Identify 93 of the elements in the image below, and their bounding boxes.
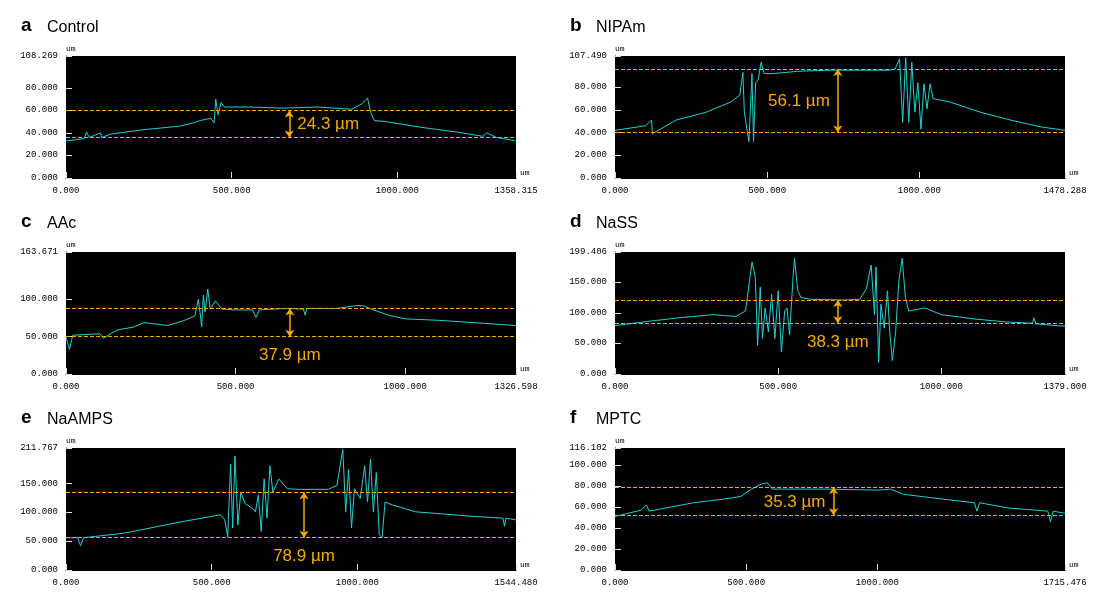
x-tick-label: 0.000 bbox=[601, 185, 629, 196]
x-axis-title: um bbox=[520, 559, 530, 569]
y-tick-label: 163.671 bbox=[20, 247, 58, 257]
y-axis-title: um bbox=[615, 43, 625, 53]
chart-subtitle: Control bbox=[47, 17, 99, 35]
line-series bbox=[65, 449, 517, 547]
y-axis-title: um bbox=[66, 435, 76, 445]
y-tick-label: 60.000 bbox=[574, 501, 607, 512]
line-series bbox=[65, 288, 517, 350]
y-tick-label: 80.000 bbox=[574, 480, 607, 491]
annotation: 24.3 µm bbox=[297, 114, 360, 134]
x-axis-title: um bbox=[1069, 363, 1079, 373]
x-tick-label: 500.000 bbox=[212, 185, 251, 196]
y-tick-label: 20.000 bbox=[25, 150, 58, 161]
x-tick-label: 1000.000 bbox=[855, 577, 899, 588]
line-series bbox=[614, 257, 1066, 363]
y-tick-label: 100.000 bbox=[569, 307, 607, 318]
chart-title: d bbox=[570, 210, 582, 231]
y-tick-label: 150.000 bbox=[569, 277, 607, 288]
y-tick-label: 100.000 bbox=[20, 294, 58, 305]
y-axis-title: um bbox=[615, 435, 625, 445]
y-axis-title: um bbox=[615, 239, 625, 249]
y-axis-title: um bbox=[66, 43, 76, 53]
x-tick-label: 500.000 bbox=[727, 577, 766, 588]
annotation: 35.3 µm bbox=[763, 491, 826, 511]
chart-subtitle: NaAMPS bbox=[47, 409, 113, 427]
annotation: 38.3 µm bbox=[806, 331, 869, 351]
y-tick-label: 20.000 bbox=[574, 543, 607, 554]
y-tick-label: 80.000 bbox=[574, 82, 607, 93]
chart-title: a bbox=[21, 14, 32, 35]
y-tick-label: 50.000 bbox=[574, 338, 607, 349]
chart-subtitle: NIPAm bbox=[596, 17, 646, 35]
y-tick-label: 150.000 bbox=[20, 478, 58, 489]
x-tick-label: 500.000 bbox=[192, 577, 231, 588]
x-tick-label: 1000.000 bbox=[383, 381, 427, 392]
chart-title: b bbox=[570, 14, 582, 35]
y-tick-label: 100.000 bbox=[569, 459, 607, 470]
x-tick-label: 1478.288 bbox=[1043, 185, 1087, 196]
x-tick-label: 500.000 bbox=[759, 381, 798, 392]
y-tick-label: 40.000 bbox=[25, 127, 58, 138]
y-tick-label: 108.269 bbox=[20, 51, 58, 61]
y-tick-label: 107.490 bbox=[569, 51, 607, 61]
x-axis-title: um bbox=[1069, 167, 1079, 177]
y-tick-label: 100.000 bbox=[20, 507, 58, 518]
y-tick-label: 40.000 bbox=[574, 127, 607, 138]
x-axis-title: um bbox=[520, 363, 530, 373]
y-tick-label: 0.000 bbox=[30, 565, 58, 575]
y-tick-label: 0.000 bbox=[579, 369, 607, 379]
y-tick-label: 0.000 bbox=[579, 565, 607, 575]
y-tick-label: 50.000 bbox=[25, 331, 58, 342]
x-axis-title: um bbox=[1069, 559, 1079, 569]
y-tick-label: 0.000 bbox=[30, 173, 58, 183]
x-tick-label: 1000.000 bbox=[375, 185, 419, 196]
y-axis-title: um bbox=[66, 239, 76, 249]
x-tick-label: 1358.315 bbox=[494, 185, 538, 196]
x-tick-label: 0.000 bbox=[52, 381, 80, 392]
x-tick-label: 1715.476 bbox=[1043, 577, 1087, 588]
y-tick-label: 50.000 bbox=[25, 536, 58, 547]
x-tick-label: 1326.598 bbox=[494, 381, 538, 392]
annotation: 37.9 µm bbox=[258, 345, 321, 365]
chart-subtitle: NaSS bbox=[596, 213, 638, 231]
line-series bbox=[614, 57, 1066, 143]
line-series bbox=[65, 97, 516, 142]
x-axis-title: um bbox=[520, 167, 530, 177]
y-tick-label: 60.000 bbox=[574, 104, 607, 115]
x-tick-label: 0.000 bbox=[52, 185, 80, 196]
x-tick-label: 1379.000 bbox=[1043, 381, 1087, 392]
chart-subtitle: MPTC bbox=[596, 409, 642, 427]
y-tick-label: 60.000 bbox=[25, 105, 58, 116]
y-tick-label: 20.000 bbox=[574, 150, 607, 161]
x-tick-label: 0.000 bbox=[52, 577, 80, 588]
x-tick-label: 1000.000 bbox=[919, 381, 963, 392]
chart-subtitle: AAc bbox=[47, 213, 77, 231]
x-tick-label: 500.000 bbox=[216, 381, 255, 392]
annotation: 56.1 µm bbox=[768, 91, 830, 111]
y-tick-label: 116.102 bbox=[569, 443, 607, 453]
x-tick-label: 1544.480 bbox=[494, 577, 538, 588]
chart-title: e bbox=[21, 406, 32, 427]
chart-title: f bbox=[570, 406, 577, 427]
y-tick-label: 80.000 bbox=[25, 82, 58, 93]
annotation: 78.9 µm bbox=[273, 546, 335, 566]
chart-title: c bbox=[21, 210, 32, 231]
x-tick-label: 0.000 bbox=[601, 577, 629, 588]
line-series bbox=[614, 482, 1066, 523]
y-tick-label: 0.000 bbox=[579, 173, 607, 183]
x-tick-label: 500.000 bbox=[748, 185, 787, 196]
y-tick-label: 40.000 bbox=[574, 522, 607, 533]
y-tick-label: 211.767 bbox=[20, 443, 58, 453]
x-tick-label: 0.000 bbox=[601, 381, 629, 392]
y-tick-label: 199.406 bbox=[569, 247, 607, 257]
y-tick-label: 0.000 bbox=[30, 369, 58, 379]
x-tick-label: 1000.000 bbox=[897, 185, 942, 196]
x-tick-label: 1000.000 bbox=[335, 577, 379, 588]
